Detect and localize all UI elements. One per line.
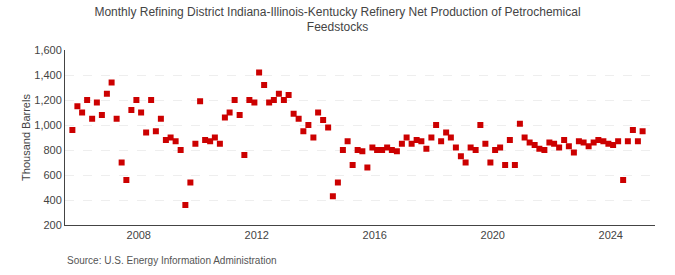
svg-text:1,200: 1,200 bbox=[34, 94, 62, 106]
svg-text:Source: U.S. Energy Informatio: Source: U.S. Energy Information Administ… bbox=[67, 255, 277, 266]
svg-text:2012: 2012 bbox=[245, 229, 269, 241]
svg-text:200: 200 bbox=[43, 219, 61, 231]
svg-text:600: 600 bbox=[43, 169, 61, 181]
svg-text:Thousand Barrels: Thousand Barrels bbox=[20, 94, 32, 181]
svg-text:1,400: 1,400 bbox=[34, 69, 62, 81]
svg-text:1,000: 1,000 bbox=[34, 119, 62, 131]
svg-text:800: 800 bbox=[43, 144, 61, 156]
svg-text:2016: 2016 bbox=[363, 229, 387, 241]
svg-text:2024: 2024 bbox=[599, 229, 623, 241]
svg-text:2008: 2008 bbox=[127, 229, 151, 241]
svg-text:1,600: 1,600 bbox=[34, 44, 62, 56]
svg-text:400: 400 bbox=[43, 194, 61, 206]
svg-text:2020: 2020 bbox=[481, 229, 505, 241]
svg-text:Monthly Refining District Indi: Monthly Refining District Indiana-Illino… bbox=[94, 5, 580, 35]
